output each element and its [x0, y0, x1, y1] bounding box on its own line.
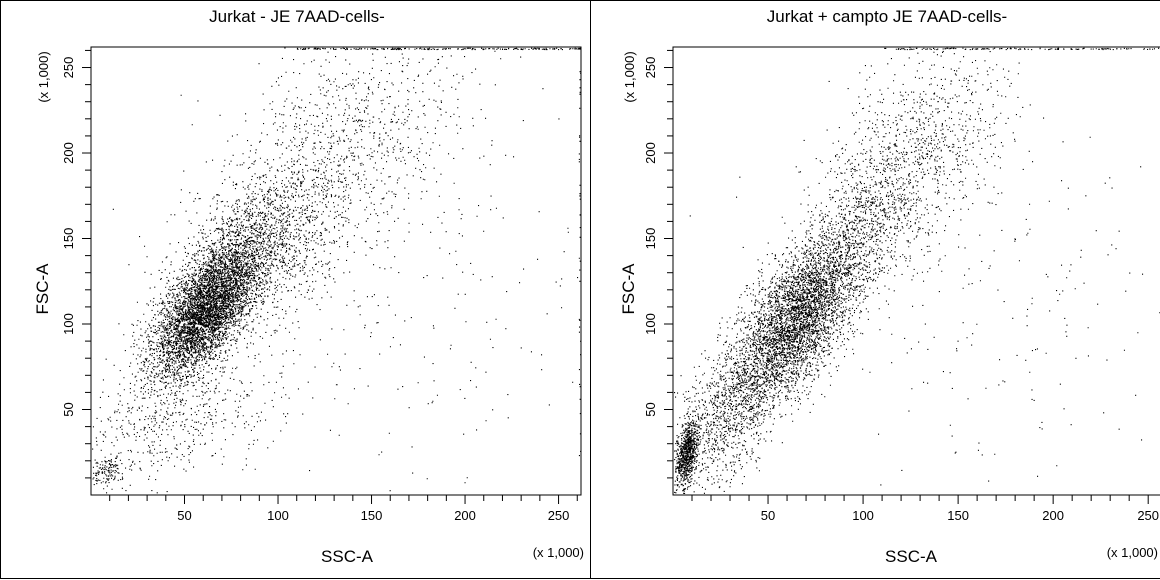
- y-tick-label: 200: [61, 142, 76, 164]
- x-tick-label: 150: [361, 508, 383, 523]
- x-tick-label: 100: [267, 508, 289, 523]
- x-tick-label: 200: [1042, 508, 1064, 523]
- y-axis-ticks: 50 100 150 200 250: [643, 49, 673, 479]
- y-tick-label: 150: [61, 228, 76, 250]
- chart-title: Jurkat + campto JE 7AAD-cells-: [767, 7, 1007, 26]
- data-points: [92, 47, 582, 494]
- x-axis-multiplier: (x 1,000): [1107, 545, 1158, 560]
- y-tick-label: 100: [643, 313, 658, 335]
- right-scatter-panel: Jurkat + campto JE 7AAD-cells- 50 100 150 2…: [590, 0, 1160, 579]
- x-tick-label: 200: [454, 508, 476, 523]
- left-scatter-panel: Jurkat - JE 7AAD-cells- 50 100 150 200 250 5…: [0, 0, 591, 579]
- plot-frame: [672, 46, 1160, 496]
- y-tick-label: 250: [643, 57, 658, 79]
- y-tick-label: 50: [643, 402, 658, 416]
- data-points: [674, 47, 1160, 494]
- x-tick-label: 150: [947, 508, 969, 523]
- x-axis-multiplier: (x 1,000): [533, 545, 584, 560]
- x-tick-label: 250: [548, 508, 570, 523]
- y-tick-label: 200: [643, 142, 658, 164]
- x-axis-label: SSC-A: [321, 547, 374, 566]
- x-tick-label: 100: [852, 508, 874, 523]
- y-tick-label: 150: [643, 228, 658, 250]
- x-tick-label: 50: [761, 508, 775, 523]
- y-axis-label: FSC-A: [33, 263, 52, 315]
- x-tick-label: 250: [1137, 508, 1159, 523]
- scatter-points: [92, 47, 582, 494]
- y-axis-multiplier: (x 1,000): [36, 51, 51, 102]
- y-tick-label: 100: [61, 313, 76, 335]
- left-scatter-plot: Jurkat - JE 7AAD-cells- 50 100 150 200 250 5…: [33, 7, 584, 566]
- scatter-points: [674, 47, 1160, 494]
- y-tick-label: 50: [61, 402, 76, 416]
- y-tick-label: 250: [61, 57, 76, 79]
- y-axis-label: FSC-A: [619, 263, 638, 315]
- x-axis-ticks: 50 100 150 200 250: [691, 495, 1159, 523]
- plot-frame: [90, 46, 582, 496]
- x-axis-label: SSC-A: [885, 547, 938, 566]
- x-axis-ticks: 50 100 150 200 250: [109, 495, 578, 523]
- y-axis-multiplier: (x 1,000): [622, 51, 637, 102]
- x-tick-label: 50: [177, 508, 191, 523]
- y-axis-ticks: 50 100 150 200 250: [61, 49, 91, 479]
- chart-title: Jurkat - JE 7AAD-cells-: [209, 7, 385, 26]
- right-scatter-plot: Jurkat + campto JE 7AAD-cells- 50 100 150 2…: [619, 7, 1160, 566]
